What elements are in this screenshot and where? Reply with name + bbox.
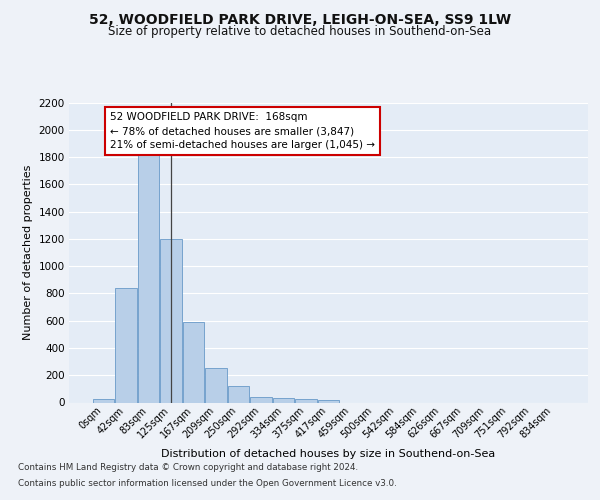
Bar bbox=[250, 397, 272, 402]
X-axis label: Distribution of detached houses by size in Southend-on-Sea: Distribution of detached houses by size … bbox=[161, 448, 496, 458]
Text: 52, WOODFIELD PARK DRIVE, LEIGH-ON-SEA, SS9 1LW: 52, WOODFIELD PARK DRIVE, LEIGH-ON-SEA, … bbox=[89, 12, 511, 26]
Bar bbox=[317, 400, 340, 402]
Text: 52 WOODFIELD PARK DRIVE:  168sqm
← 78% of detached houses are smaller (3,847)
21: 52 WOODFIELD PARK DRIVE: 168sqm ← 78% of… bbox=[110, 112, 375, 150]
Bar bbox=[115, 288, 137, 403]
Bar bbox=[92, 399, 115, 402]
Bar bbox=[137, 140, 160, 402]
Text: Size of property relative to detached houses in Southend-on-Sea: Size of property relative to detached ho… bbox=[109, 25, 491, 38]
Y-axis label: Number of detached properties: Number of detached properties bbox=[23, 165, 33, 340]
Bar bbox=[227, 386, 250, 402]
Bar bbox=[272, 398, 295, 402]
Bar bbox=[182, 322, 205, 402]
Text: Contains public sector information licensed under the Open Government Licence v3: Contains public sector information licen… bbox=[18, 478, 397, 488]
Bar bbox=[160, 239, 182, 402]
Bar bbox=[205, 368, 227, 402]
Text: Contains HM Land Registry data © Crown copyright and database right 2024.: Contains HM Land Registry data © Crown c… bbox=[18, 464, 358, 472]
Bar bbox=[295, 399, 317, 402]
